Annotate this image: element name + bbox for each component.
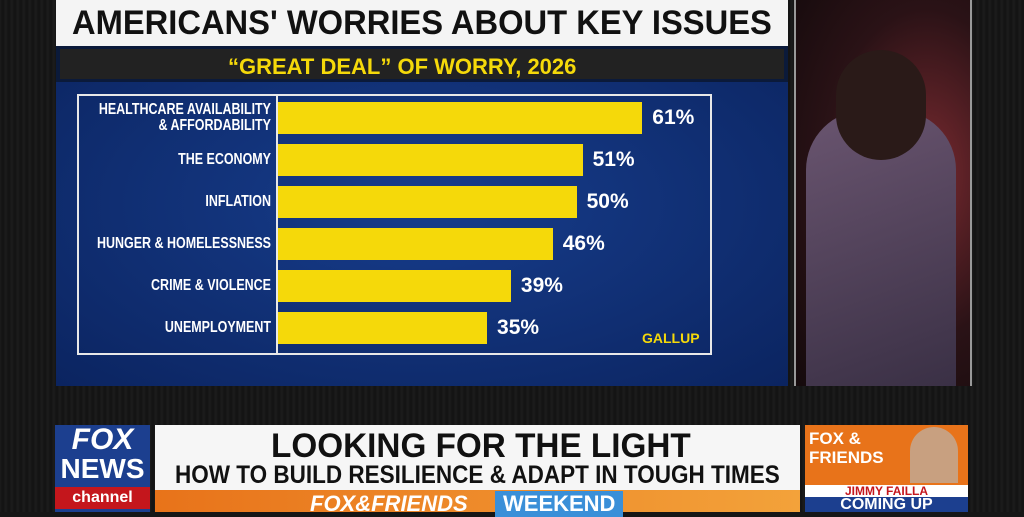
axis-line — [276, 94, 278, 355]
category-label: HEALTHCARE AVAILABILITY & AFFORDABILITY — [98, 101, 271, 134]
bar — [278, 186, 577, 218]
headline-banner: LOOKING FOR THE LIGHT HOW TO BUILD RESIL… — [155, 425, 800, 490]
promo-tag: COMING UP — [805, 497, 968, 513]
subtitle-bar: “GREAT DEAL” OF WORRY, 2026 — [56, 46, 788, 82]
title-bar: AMERICANS' WORRIES ABOUT KEY ISSUES — [56, 0, 788, 46]
bar — [278, 228, 553, 260]
photo — [794, 0, 972, 386]
category-label: CRIME & VIOLENCE — [151, 277, 271, 294]
value-label: 35% — [497, 316, 540, 339]
promo-logo: FOX & FRIENDS — [809, 429, 884, 467]
value-label: 39% — [520, 274, 563, 297]
show-right: WEEKEND — [495, 491, 624, 517]
source: GALLUP — [642, 330, 700, 346]
value-label: 50% — [586, 190, 629, 213]
bar — [278, 312, 488, 344]
subheadline: HOW TO BUILD RESILIENCE & ADAPT IN TOUGH… — [175, 461, 780, 489]
value-label: 46% — [562, 232, 605, 255]
bar — [278, 102, 643, 134]
chart-panel: GALLUP HEALTHCARE AVAILABILITY & AFFORDA… — [56, 82, 788, 386]
promo: FOX & FRIENDS JIMMY FAILLA COMING UP — [805, 425, 968, 513]
value-label: 51% — [592, 148, 635, 171]
category-label: UNEMPLOYMENT — [164, 319, 271, 336]
show-strip: FOX&FRIENDS WEEKEND — [155, 490, 800, 517]
category-label: INFLATION — [205, 193, 271, 210]
bar — [278, 270, 511, 302]
bar — [278, 144, 583, 176]
category-label: THE ECONOMY — [178, 151, 271, 168]
show-left: FOX&FRIENDS — [310, 491, 468, 516]
category-label: HUNGER & HOMELESSNESS — [96, 235, 271, 252]
plot-frame — [77, 94, 712, 355]
logo-bottom: channel — [55, 487, 150, 509]
logo-top: FOX — [71, 423, 134, 456]
headline: LOOKING FOR THE LIGHT — [271, 427, 691, 465]
promo-name: JIMMY FAILLA — [805, 485, 968, 497]
value-label: 61% — [652, 106, 695, 129]
chart-subtitle: “GREAT DEAL” OF WORRY, 2026 — [228, 54, 577, 79]
fox-news-logo: FOX NEWS channel — [55, 425, 150, 512]
logo-middle: NEWS — [60, 453, 145, 484]
chart-title: AMERICANS' WORRIES ABOUT KEY ISSUES — [72, 4, 772, 42]
